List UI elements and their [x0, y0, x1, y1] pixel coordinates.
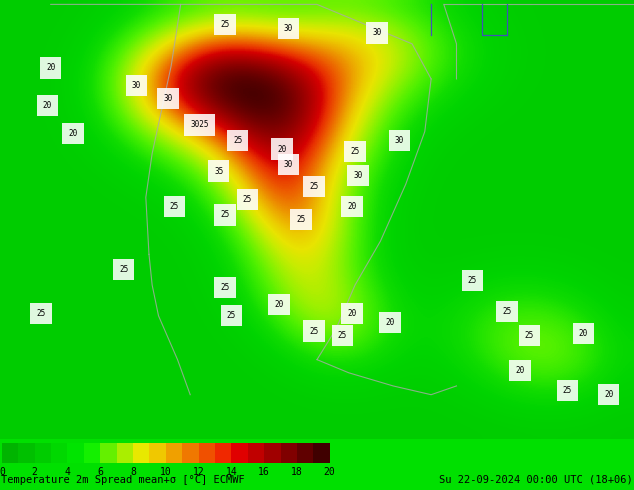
Text: 25: 25	[170, 201, 179, 211]
Text: 8: 8	[130, 467, 136, 477]
Bar	[264, 442, 280, 463]
Text: 25: 25	[221, 20, 230, 28]
Text: 35: 35	[214, 167, 223, 175]
Bar	[297, 442, 313, 463]
Text: 20: 20	[324, 467, 335, 477]
Bar	[133, 442, 150, 463]
Text: 30: 30	[284, 24, 293, 33]
Text: 0: 0	[0, 467, 5, 477]
Bar	[198, 442, 215, 463]
Text: 25: 25	[119, 265, 128, 274]
Text: 20: 20	[604, 390, 613, 399]
Text: 20: 20	[46, 64, 55, 73]
Bar	[150, 442, 166, 463]
Text: 12: 12	[193, 467, 204, 477]
Bar	[100, 442, 117, 463]
Bar	[248, 442, 264, 463]
Bar	[231, 442, 248, 463]
Text: 25: 25	[503, 307, 512, 316]
Text: 20: 20	[347, 201, 356, 211]
Bar	[35, 442, 51, 463]
Text: Su 22-09-2024 00:00 UTC (18+06): Su 22-09-2024 00:00 UTC (18+06)	[439, 475, 633, 485]
Text: 30: 30	[354, 171, 363, 180]
Text: 25: 25	[309, 327, 318, 336]
Text: 18: 18	[291, 467, 303, 477]
Bar	[166, 442, 182, 463]
Text: 25: 25	[233, 136, 242, 145]
Text: 30: 30	[395, 136, 404, 145]
Text: 30: 30	[284, 160, 293, 169]
Bar	[2, 442, 18, 463]
Text: 25: 25	[221, 283, 230, 292]
Bar	[51, 442, 67, 463]
Bar	[215, 442, 231, 463]
Text: 2: 2	[32, 467, 37, 477]
Text: 25: 25	[37, 309, 46, 318]
Text: 30: 30	[373, 28, 382, 37]
Text: 20: 20	[347, 309, 356, 318]
Bar	[67, 442, 84, 463]
Text: 25: 25	[351, 147, 359, 156]
Bar	[18, 442, 35, 463]
Text: 3025: 3025	[190, 121, 209, 129]
Text: 20: 20	[278, 145, 287, 153]
Text: 25: 25	[221, 210, 230, 220]
Text: 25: 25	[468, 276, 477, 285]
Text: 30: 30	[132, 81, 141, 90]
Text: 25: 25	[227, 311, 236, 320]
Text: 25: 25	[309, 182, 318, 191]
Text: 25: 25	[243, 195, 252, 204]
Text: 30: 30	[164, 94, 172, 103]
Bar	[280, 442, 297, 463]
Text: 20: 20	[579, 329, 588, 338]
Text: 20: 20	[68, 129, 77, 138]
Text: 16: 16	[258, 467, 270, 477]
Text: 20: 20	[43, 101, 52, 110]
Text: 10: 10	[160, 467, 172, 477]
Text: 25: 25	[563, 386, 572, 395]
Text: 20: 20	[385, 318, 394, 327]
Text: 20: 20	[275, 300, 283, 309]
Bar	[117, 442, 133, 463]
Text: 25: 25	[338, 331, 347, 340]
Text: 14: 14	[226, 467, 237, 477]
Text: 4: 4	[65, 467, 70, 477]
Bar	[84, 442, 100, 463]
Text: Temperature 2m Spread mean+σ [°C] ECMWF: Temperature 2m Spread mean+σ [°C] ECMWF	[1, 475, 245, 485]
Text: 25: 25	[525, 331, 534, 340]
Text: 20: 20	[515, 366, 524, 375]
Bar	[182, 442, 198, 463]
Bar	[313, 442, 330, 463]
Text: 6: 6	[97, 467, 103, 477]
Text: 25: 25	[297, 215, 306, 224]
